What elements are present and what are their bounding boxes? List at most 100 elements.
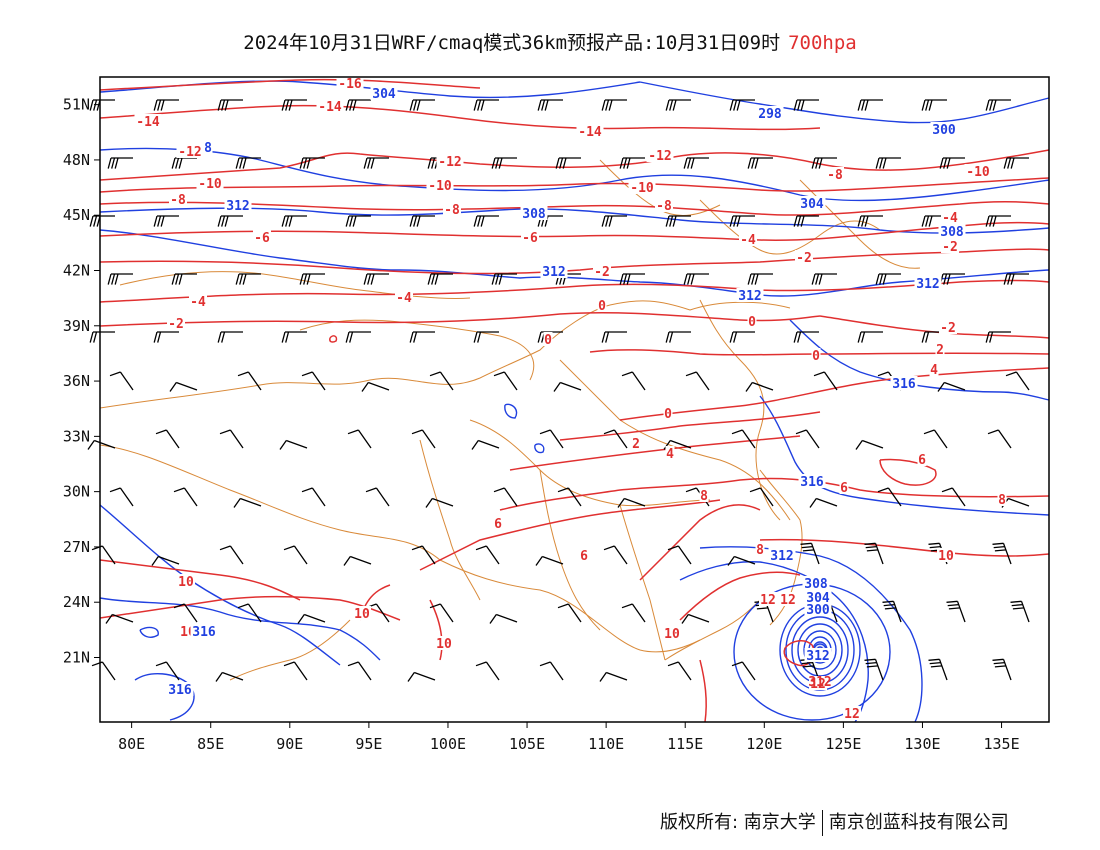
wind-barb <box>89 215 115 227</box>
lat-tick-label: 48N <box>63 151 90 169</box>
wind-barb <box>347 661 372 681</box>
height-contour <box>99 80 641 99</box>
wind-barb <box>89 99 115 111</box>
wind-barb <box>685 371 710 391</box>
temperature-contour <box>619 367 1050 421</box>
wind-barb <box>727 555 756 566</box>
temperature-label: -12 <box>648 149 671 164</box>
wind-barb <box>875 273 901 285</box>
height-contour <box>759 395 1050 516</box>
height-contour <box>504 403 518 419</box>
wind-barb <box>811 157 837 169</box>
border-line <box>419 439 481 601</box>
temperature-label: 6 <box>494 517 502 532</box>
wind-barb <box>875 157 901 169</box>
map-frame <box>99 76 1050 723</box>
temperature-label: 2 <box>936 343 944 358</box>
wind-barb <box>299 273 325 285</box>
height-label: 312 <box>542 265 565 280</box>
cyclone-contour <box>803 630 837 670</box>
wind-barb <box>347 429 372 449</box>
temperature-label-bg <box>579 548 589 562</box>
wind-barb <box>301 371 326 391</box>
lon-tick-label: 110E <box>588 735 624 753</box>
wind-barb <box>281 331 307 343</box>
temperature-contour <box>419 499 721 571</box>
wind-barb <box>864 658 884 681</box>
height-label: 316 <box>800 475 824 490</box>
temperature-label-bg <box>755 542 765 556</box>
wind-barb <box>557 487 582 507</box>
height-label-bg <box>203 140 213 154</box>
wind-barb <box>729 99 755 111</box>
wind-barb <box>539 661 564 681</box>
temperature-contour <box>99 104 821 131</box>
wind-barb <box>619 273 645 285</box>
wind-barb <box>489 613 518 624</box>
wind-barb <box>425 497 454 508</box>
temperature-label-bg <box>426 178 454 192</box>
temperature-label-bg <box>316 99 344 113</box>
temperature-contour <box>99 177 1050 193</box>
temperature-label: -6 <box>522 231 538 246</box>
wind-barb <box>665 331 691 343</box>
temperature-label-bg <box>395 290 413 304</box>
temperature-label-bg <box>997 492 1007 506</box>
temperature-label: -12 <box>178 145 201 160</box>
temperature-label: 0 <box>598 299 606 314</box>
wind-barb <box>411 429 436 449</box>
wind-barb <box>663 439 692 450</box>
wind-barb <box>475 661 500 681</box>
temperature-label: -2 <box>942 240 958 255</box>
temperature-label: 6 <box>840 481 848 496</box>
height-label-bg <box>736 288 764 302</box>
wind-barb <box>471 439 500 450</box>
wind-barb <box>155 661 180 681</box>
temperature-label: 10 <box>178 575 194 590</box>
temperature-label-bg <box>435 636 453 650</box>
temperature-label-bg <box>631 436 641 450</box>
wind-barb <box>749 487 774 507</box>
wind-barb <box>409 331 435 343</box>
height-label: 316 <box>892 377 916 392</box>
temperature-label-bg <box>747 314 757 328</box>
wind-barb <box>283 661 308 681</box>
temperature-contour <box>99 200 1050 216</box>
temperature-label-bg <box>436 154 464 168</box>
temperature-label-bg <box>939 320 957 334</box>
temperature-label: 4 <box>930 363 938 378</box>
temperature-label: -8 <box>170 193 186 208</box>
temperature-label-bg <box>826 167 844 181</box>
height-label: 304 <box>372 87 396 102</box>
temperature-contour <box>499 477 1050 511</box>
temperature-label-bg <box>929 362 939 376</box>
wind-barb <box>281 99 307 111</box>
wind-barb <box>363 157 389 169</box>
wind-barb <box>233 497 262 508</box>
temperature-label: 10 <box>664 627 680 642</box>
wind-barb <box>217 99 243 111</box>
height-contour <box>639 81 1050 124</box>
temperature-contour <box>879 458 937 486</box>
temperature-label: 10 <box>436 637 452 652</box>
temperature-label: -10 <box>966 165 990 180</box>
height-label-bg <box>804 590 832 604</box>
wind-barb <box>89 331 115 343</box>
wind-barb <box>729 331 755 343</box>
wind-barb <box>171 273 197 285</box>
wind-barb <box>882 600 902 623</box>
wind-barb <box>603 545 628 565</box>
lon-tick-label: 120E <box>746 735 782 753</box>
height-label: 312 <box>226 199 249 214</box>
title-level: 700hpa <box>788 32 857 54</box>
temperature-contour <box>99 149 1050 181</box>
height-label: 312 <box>916 277 939 292</box>
wind-barb <box>153 215 179 227</box>
wind-barb <box>619 157 645 169</box>
temperature-label-bg <box>336 76 364 90</box>
border-line <box>469 419 711 507</box>
wind-barb <box>109 487 134 507</box>
temperature-label: -12 <box>438 155 461 170</box>
height-label-bg <box>756 106 784 120</box>
temperature-label-bg <box>843 706 861 720</box>
